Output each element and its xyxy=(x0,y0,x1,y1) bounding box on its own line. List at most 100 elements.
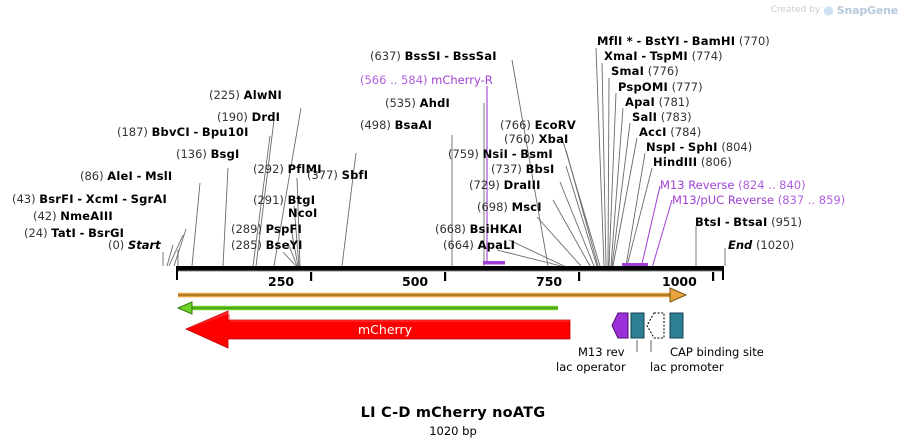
site-label-msci[interactable]: (698) MscI xyxy=(477,200,542,214)
primer-range: (566 .. 584) xyxy=(360,73,428,87)
site-pos: (774) xyxy=(691,49,723,63)
site-enzyme: SmaI xyxy=(611,64,645,78)
site-label-ncoi[interactable]: NcoI xyxy=(288,206,317,220)
leader-lines-mid-right xyxy=(496,137,601,267)
site-enzyme: NmeAIII xyxy=(60,209,113,223)
site-pos: (190) xyxy=(217,110,248,124)
terminal-name: Start xyxy=(127,238,161,252)
site-enzyme: BseYI xyxy=(265,238,303,252)
site-enzyme: BsmI xyxy=(520,147,553,161)
site-enzyme: ApaLI xyxy=(477,238,516,252)
site-pos: (759) xyxy=(448,147,479,161)
primer-name: M13/pUC Reverse xyxy=(672,193,775,207)
site-label-pspfi[interactable]: (289) PspFI xyxy=(231,222,302,236)
site-label-bbsi[interactable]: (737) BbsI xyxy=(491,162,555,176)
site-enzyme: BsrGI xyxy=(88,226,125,240)
site-enzyme: NcoI xyxy=(288,206,318,220)
site-pos: (783) xyxy=(660,110,692,124)
site-pos: (43) xyxy=(12,192,36,206)
site-label-xbai[interactable]: (760) XbaI xyxy=(504,132,569,146)
site-label-nsii-bsmi[interactable]: (759) NsiI - BsmI xyxy=(448,147,553,161)
site-enzyme: BsiHKAI xyxy=(469,222,523,236)
site-enzyme: BsaAI xyxy=(394,118,433,132)
site-enzyme: XcmI xyxy=(85,192,119,206)
site-enzyme: Bpu10I xyxy=(201,125,249,139)
site-label-bseyi[interactable]: (285) BseYI xyxy=(231,238,303,252)
site-label-alwni[interactable]: (225) AlwNI xyxy=(209,88,282,102)
feature-m13-rev-glyph xyxy=(611,312,629,339)
site-label-apali[interactable]: (664) ApaLI xyxy=(443,238,515,252)
leader-lines-left xyxy=(162,107,302,267)
site-pos: (729) xyxy=(469,178,500,192)
site-pos: (804) xyxy=(721,140,753,154)
plasmid-length: 1020 bp xyxy=(429,424,477,438)
feature-glyphs xyxy=(611,312,684,352)
site-label-btgi[interactable]: (291) BtgI xyxy=(253,193,315,207)
site-label-drdi[interactable]: (190) DrdI xyxy=(217,110,280,124)
site-enzyme: TspMI xyxy=(649,49,688,63)
site-enzyme: TatI xyxy=(51,226,76,240)
site-pos: (760) xyxy=(504,132,535,146)
site-pos: (770) xyxy=(738,34,770,48)
gene-arrow-mcherry[interactable] xyxy=(185,310,571,349)
watermark-brand: SnapGene xyxy=(836,3,898,17)
primer-label-mcherry-r[interactable]: (566 .. 584) mCherry-R xyxy=(360,73,493,87)
site-label-acci[interactable]: AccI (784) xyxy=(639,125,701,139)
backbone-shadow xyxy=(176,270,724,272)
site-pos: (777) xyxy=(671,80,703,94)
site-label-sbfi[interactable]: (377) SbfI xyxy=(307,168,368,182)
site-label-bbvci-bpu10i[interactable]: (187) BbvCI - Bpu10I xyxy=(117,125,249,139)
site-pos: (951) xyxy=(771,215,803,229)
site-label-nspi-sphi[interactable]: NspI - SphI (804) xyxy=(646,140,753,154)
site-label-ahdi[interactable]: (535) AhdI xyxy=(385,96,450,110)
site-label-ecorv[interactable]: (766) EcoRV xyxy=(500,118,576,132)
site-label-bsrfi-xcmi-sgrai[interactable]: (43) BsrFI - XcmI - SgrAI xyxy=(12,192,167,206)
site-pos: (187) xyxy=(117,125,148,139)
primer-m13-marker xyxy=(622,263,648,267)
ruler-tick-label-250: 250 xyxy=(268,274,295,289)
site-enzyme: BsgI xyxy=(210,147,240,161)
site-label-smai[interactable]: SmaI (776) xyxy=(611,64,679,78)
feature-caption-cap-binding-site: CAP binding site xyxy=(670,345,764,359)
site-pos: (42) xyxy=(33,209,57,223)
terminal-pos: (1020) xyxy=(755,238,795,252)
leader-lines-right-fan xyxy=(595,47,653,267)
site-label-bsaai[interactable]: (498) BsaAI xyxy=(360,118,432,132)
site-enzyme: MscI xyxy=(511,200,542,214)
site-label-xmai-tspmi[interactable]: XmaI - TspMI (774) xyxy=(604,49,723,63)
site-enzyme: SalI xyxy=(632,110,658,124)
feature-caption-lac-promoter: lac promoter xyxy=(650,360,724,374)
site-pos: (377) xyxy=(307,168,338,182)
site-label-mfli-bstyi-bamhi[interactable]: MflI * - BstYI - BamHI (770) xyxy=(597,34,770,48)
leader-lines-right-tail xyxy=(695,226,726,266)
site-pos: (664) xyxy=(443,238,474,252)
site-enzyme: MslI xyxy=(145,169,173,183)
site-label-tati-bsrgi[interactable]: (24) TatI - BsrGI xyxy=(24,226,125,240)
site-label-pspomi[interactable]: PspOMI (777) xyxy=(618,80,703,94)
track-orange xyxy=(178,287,688,303)
site-label-draiii[interactable]: (729) DraIII xyxy=(469,178,541,192)
site-enzyme: EcoRV xyxy=(534,118,576,132)
site-label-nmeaiii[interactable]: (42) NmeAIII xyxy=(33,209,113,223)
site-pos: (776) xyxy=(647,64,679,78)
site-enzyme: AccI xyxy=(639,125,667,139)
site-enzyme: HindIII xyxy=(653,155,698,169)
title-block: LI C-D mCherry noATG 1020 bp xyxy=(0,405,906,438)
site-label-alei-msli[interactable]: (86) AleI - MslI xyxy=(80,169,173,183)
site-label-bsssi-bsssai[interactable]: (637) BssSI - BssSaI xyxy=(370,49,497,63)
primer-label-m13-puc-reverse[interactable]: M13/pUC Reverse (837 .. 859) xyxy=(672,193,845,207)
site-label-btsi-btsai[interactable]: BtsI - BtsaI (951) xyxy=(695,215,803,229)
site-label-bsihkai[interactable]: (668) BsiHKAI xyxy=(435,222,522,236)
feature-caption-lac-operator: lac operator xyxy=(556,360,626,374)
site-label-apai[interactable]: ApaI (781) xyxy=(625,95,690,109)
site-enzyme: BssSI xyxy=(404,49,441,63)
site-label-bsgi[interactable]: (136) BsgI xyxy=(176,147,240,161)
site-label-sali[interactable]: SalI (783) xyxy=(632,110,692,124)
primer-label-m13-reverse[interactable]: M13 Reverse (824 .. 840) xyxy=(660,178,806,192)
site-enzyme: BsrFI xyxy=(39,192,74,206)
site-label-hindiii[interactable]: HindIII (806) xyxy=(653,155,732,169)
site-label-pflmi[interactable]: (292) PflMI xyxy=(253,162,322,176)
site-enzyme: BtgI xyxy=(287,193,316,207)
ruler-tick-label-1000: 1000 xyxy=(662,274,697,289)
